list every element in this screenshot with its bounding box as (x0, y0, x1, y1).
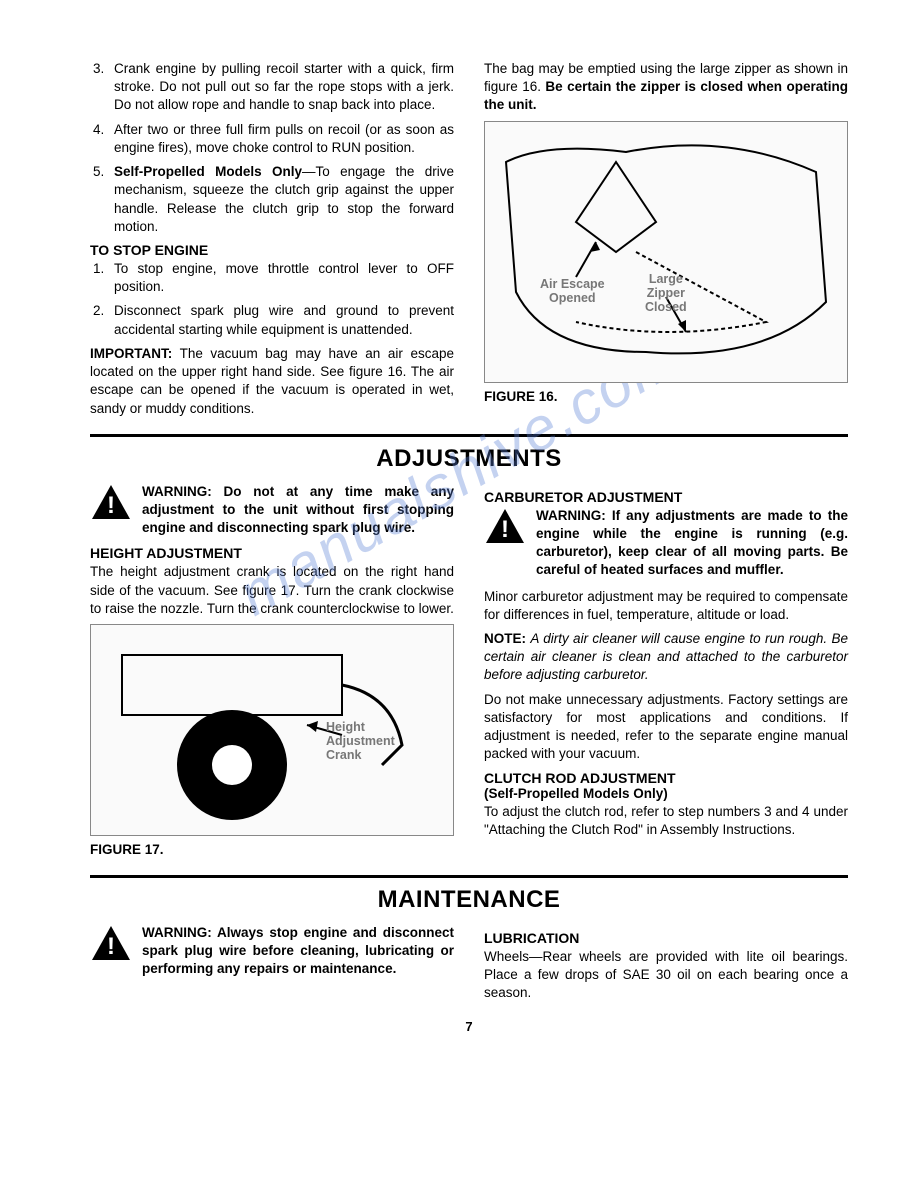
list-item: Disconnect spark plug wire and ground to… (108, 302, 454, 338)
figure-17-svg (91, 625, 453, 835)
page-number: 7 (90, 1019, 848, 1034)
figure-17-caption: FIGURE 17. (90, 842, 454, 857)
adjustments-title: ADJUSTMENTS (90, 445, 848, 473)
adjustments-section: ! WARNING: Do not at any time make any a… (90, 483, 848, 865)
stop-engine-heading: TO STOP ENGINE (90, 242, 454, 258)
fig16-label-zipper: Large Zipper Closed (645, 272, 687, 314)
fig17-label: Height Adjustment Crank (326, 720, 395, 762)
warning-block: ! WARNING: If any adjustments are made t… (484, 507, 848, 580)
warning-icon: ! (90, 924, 132, 967)
list-item: After two or three full firm pulls on re… (108, 121, 454, 157)
figure-16-caption: FIGURE 16. (484, 389, 848, 404)
divider (90, 434, 848, 437)
carb-note: NOTE: A dirty air cleaner will cause eng… (484, 630, 848, 685)
top-section: Crank engine by pulling recoil starter w… (90, 60, 848, 424)
figure-16-svg (485, 122, 847, 382)
figure-17: Height Adjustment Crank (90, 624, 454, 836)
warning-icon: ! (484, 507, 526, 550)
manual-page: manualshive.com Crank engine by pulling … (0, 0, 918, 1188)
list-item: Crank engine by pulling recoil starter w… (108, 60, 454, 115)
warning-text: WARNING: Do not at any time make any adj… (142, 483, 454, 538)
list-item: Self-Propelled Models Only—To engage the… (108, 163, 454, 236)
divider (90, 875, 848, 878)
maint-right-col: LUBRICATION Wheels—Rear wheels are provi… (484, 924, 848, 1009)
clutch-subheading: (Self-Propelled Models Only) (484, 786, 848, 801)
bag-intro: The bag may be emptied using the large z… (484, 60, 848, 115)
svg-text:!: ! (107, 933, 115, 960)
carb-heading: CARBURETOR ADJUSTMENT (484, 489, 848, 505)
warning-block: ! WARNING: Always stop engine and discon… (90, 924, 454, 979)
height-adj-text: The height adjustment crank is located o… (90, 563, 454, 618)
fig16-label-air: Air Escape Opened (540, 277, 605, 305)
important-paragraph: IMPORTANT: The vacuum bag may have an ai… (90, 345, 454, 418)
warning-block: ! WARNING: Do not at any time make any a… (90, 483, 454, 538)
carb-text-2: Do not make unnecessary adjustments. Fac… (484, 691, 848, 764)
maint-left-col: ! WARNING: Always stop engine and discon… (90, 924, 454, 1009)
stop-list: To stop engine, move throttle control le… (90, 260, 454, 339)
figure-16: Air Escape Opened Large Zipper Closed (484, 121, 848, 383)
clutch-heading: CLUTCH ROD ADJUSTMENT (484, 770, 848, 786)
top-left-col: Crank engine by pulling recoil starter w… (90, 60, 454, 424)
adj-left-col: ! WARNING: Do not at any time make any a… (90, 483, 454, 865)
svg-text:!: ! (107, 492, 115, 519)
carb-text-1: Minor carburetor adjustment may be requi… (484, 588, 848, 624)
warning-icon: ! (90, 483, 132, 526)
list-item: To stop engine, move throttle control le… (108, 260, 454, 296)
maintenance-section: ! WARNING: Always stop engine and discon… (90, 924, 848, 1009)
warning-text: WARNING: Always stop engine and disconne… (142, 924, 454, 979)
warning-text: WARNING: If any adjustments are made to … (536, 507, 848, 580)
adj-right-col: CARBURETOR ADJUSTMENT ! WARNING: If any … (484, 483, 848, 865)
lubrication-text: Wheels—Rear wheels are provided with lit… (484, 948, 848, 1003)
svg-text:!: ! (501, 516, 509, 543)
top-right-col: The bag may be emptied using the large z… (484, 60, 848, 424)
height-adj-heading: HEIGHT ADJUSTMENT (90, 545, 454, 561)
maintenance-title: MAINTENANCE (90, 886, 848, 914)
lubrication-heading: LUBRICATION (484, 930, 848, 946)
clutch-text: To adjust the clutch rod, refer to step … (484, 803, 848, 839)
start-list: Crank engine by pulling recoil starter w… (90, 60, 454, 236)
